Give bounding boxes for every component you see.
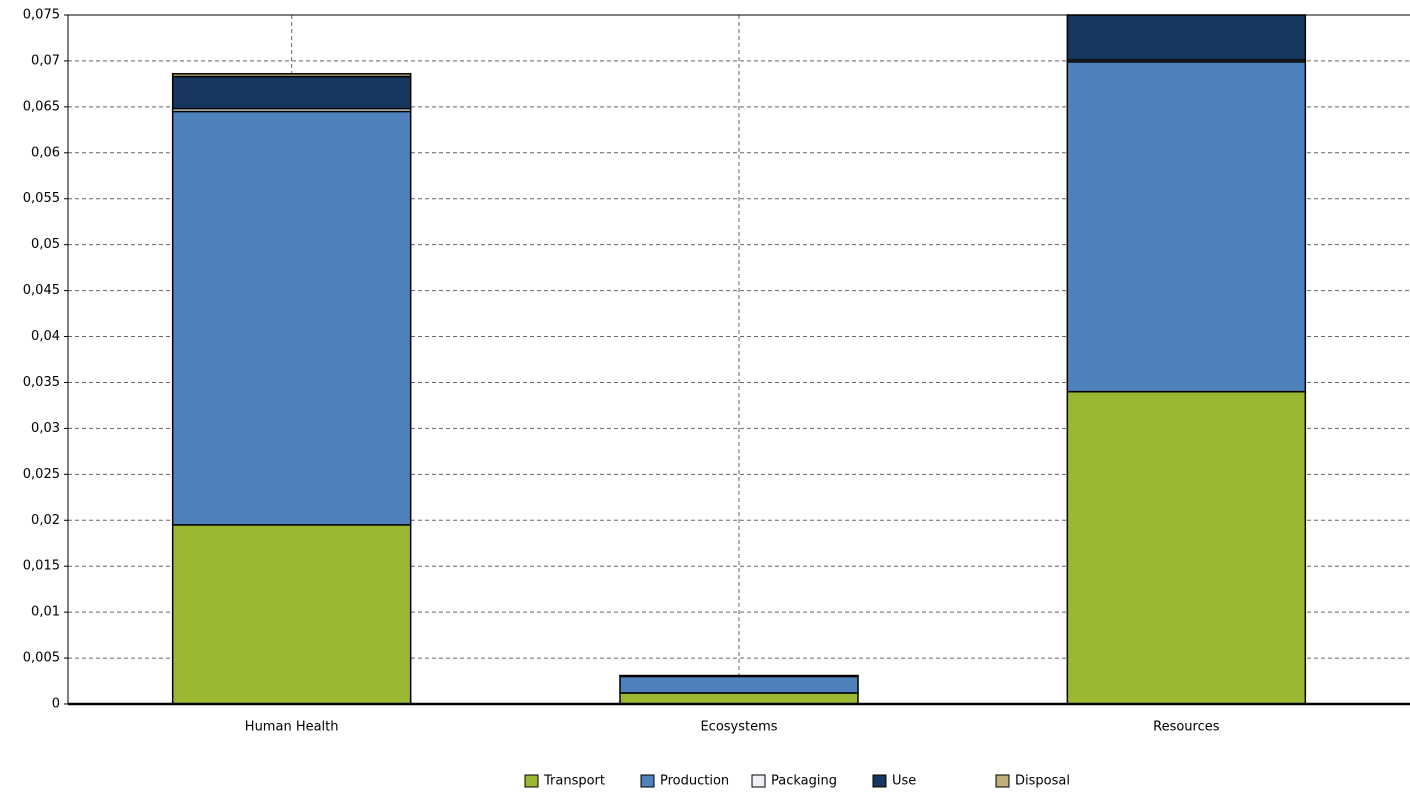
y-tick-label: 0,03 <box>31 421 60 436</box>
legend-label: Transport <box>543 774 605 789</box>
bar-segment <box>1066 61 1307 393</box>
legend-label: Packaging <box>771 774 837 789</box>
legend-label: Production <box>660 774 729 789</box>
y-tick-label: 0,075 <box>23 8 60 23</box>
y-tick-label: 0,045 <box>23 283 60 298</box>
y-tick-label: 0,05 <box>31 237 60 252</box>
y-tick-label: 0,025 <box>23 467 60 482</box>
y-tick-label: 0,01 <box>31 605 60 620</box>
y-tick-label: 0,06 <box>31 145 60 160</box>
x-tick-label: Human Health <box>245 720 339 735</box>
legend-label: Disposal <box>1015 774 1070 789</box>
bar-segment <box>171 524 412 705</box>
bar-segment <box>171 75 412 110</box>
y-tick-label: 0 <box>52 697 60 712</box>
bar-segment <box>619 692 859 705</box>
y-tick-label: 0,035 <box>23 375 60 390</box>
legend-swatch <box>640 774 655 788</box>
legend-swatch <box>751 774 766 788</box>
x-tick-label: Resources <box>1153 720 1220 735</box>
y-tick-label: 0,065 <box>23 99 60 114</box>
bar-segment <box>171 73 412 78</box>
legend-swatch <box>995 774 1010 788</box>
y-tick-label: 0,005 <box>23 651 60 666</box>
bar-segment <box>1066 390 1307 705</box>
y-tick-label: 0,02 <box>31 513 60 528</box>
y-tick-label: 0,055 <box>23 191 60 206</box>
bar-segment <box>619 674 859 678</box>
bar-segment <box>171 110 412 526</box>
legend-swatch <box>524 774 539 788</box>
legend-swatch <box>872 774 887 788</box>
y-tick-label: 0,04 <box>31 329 60 344</box>
bar-segment <box>1066 14 1307 61</box>
x-tick-label: Ecosystems <box>700 720 777 735</box>
y-tick-label: 0,015 <box>23 559 60 574</box>
y-tick-label: 0,07 <box>31 53 60 68</box>
legend-label: Use <box>892 774 916 789</box>
bar-segment <box>619 675 859 694</box>
